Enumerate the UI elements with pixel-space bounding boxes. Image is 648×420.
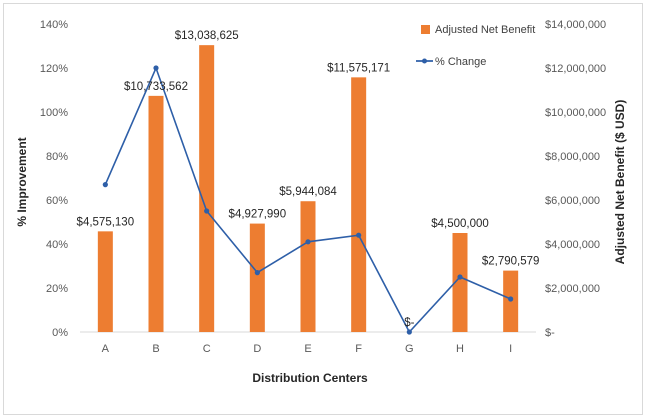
bar-data-label: $5,944,084 xyxy=(279,186,337,198)
left-tick-label: 60% xyxy=(46,195,68,207)
bar xyxy=(97,231,113,332)
legend: Adjusted Net Benefit % Change xyxy=(416,24,535,68)
bar xyxy=(300,201,316,332)
bar-data-label: $4,575,130 xyxy=(77,216,135,228)
line-point xyxy=(153,65,159,71)
line-point xyxy=(457,274,463,280)
bar-data-label: $11,575,171 xyxy=(327,62,390,74)
x-tick-label: F xyxy=(355,343,362,355)
left-tick-label: 120% xyxy=(40,63,68,75)
bar xyxy=(249,223,265,332)
line-point xyxy=(254,270,260,276)
legend-line-marker xyxy=(422,58,427,64)
legend-bar-label: Adjusted Net Benefit xyxy=(435,24,535,36)
left-tick-label: 100% xyxy=(40,107,68,119)
line-point xyxy=(305,239,311,245)
legend-line-label: % Change xyxy=(435,56,486,68)
x-tick-label: B xyxy=(152,343,159,355)
bar-data-label: $4,500,000 xyxy=(431,218,489,230)
left-tick-label: 0% xyxy=(52,327,68,339)
line-point xyxy=(406,329,412,335)
x-tick-label: E xyxy=(304,343,311,355)
right-tick-label: $12,000,000 xyxy=(545,63,606,75)
right-tick-label: $10,000,000 xyxy=(545,107,606,119)
x-tick-label: I xyxy=(509,343,512,355)
bar-series xyxy=(97,45,519,333)
right-tick-label: $14,000,000 xyxy=(545,19,606,31)
bar-data-label: $2,790,579 xyxy=(482,256,540,268)
right-tick-label: $8,000,000 xyxy=(545,151,600,163)
line-point xyxy=(204,208,210,214)
left-tick-label: 140% xyxy=(40,19,68,31)
x-axis-ticks: A B C D E F G H I xyxy=(102,343,513,355)
right-tick-label: $4,000,000 xyxy=(545,239,600,251)
x-tick-label: G xyxy=(405,343,414,355)
bar xyxy=(148,95,164,332)
x-tick-label: A xyxy=(102,343,110,355)
left-axis-ticks: 0% 20% 40% 60% 80% 100% 120% 140% xyxy=(40,19,68,339)
bar xyxy=(199,45,215,333)
left-tick-label: 80% xyxy=(46,151,68,163)
left-tick-label: 40% xyxy=(46,239,68,251)
bar xyxy=(452,233,468,332)
line-point xyxy=(102,182,108,188)
left-tick-label: 20% xyxy=(46,283,68,295)
right-axis-title: Adjusted Net Benefit ($ USD) xyxy=(613,100,627,265)
line-point xyxy=(508,296,514,302)
right-axis-ticks: $- $2,000,000 $4,000,000 $6,000,000 $8,000,0… xyxy=(545,19,606,339)
bar-data-label: $10,733,562 xyxy=(124,81,188,93)
x-tick-label: D xyxy=(253,343,261,355)
line-point xyxy=(356,232,362,238)
bar-data-label: $- xyxy=(404,317,414,329)
x-tick-label: H xyxy=(456,343,464,355)
left-axis-title: % Improvement xyxy=(15,137,29,226)
chart-frame xyxy=(3,3,643,415)
right-tick-label: $2,000,000 xyxy=(545,283,600,295)
bar-data-label: $4,927,990 xyxy=(229,209,287,221)
bar-data-label: $13,038,625 xyxy=(175,30,239,42)
right-tick-label: $- xyxy=(545,327,555,339)
line-series xyxy=(102,65,514,335)
x-tick-label: C xyxy=(203,343,211,355)
right-tick-label: $6,000,000 xyxy=(545,195,600,207)
x-axis-title: Distribution Centers xyxy=(252,371,368,385)
legend-bar-swatch xyxy=(421,25,430,34)
bar-data-labels: $4,575,130 $10,733,562 $13,038,625 $4,927,9… xyxy=(77,30,540,329)
bar xyxy=(351,77,367,332)
